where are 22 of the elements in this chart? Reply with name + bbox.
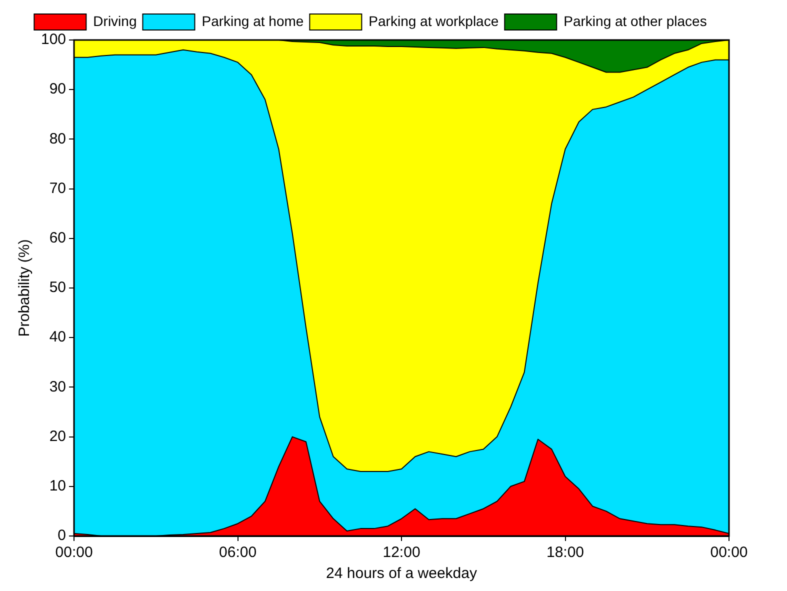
y-tick-label: 90 xyxy=(49,80,66,98)
y-tick-label: 20 xyxy=(49,428,66,445)
x-tick-label: 00:00 xyxy=(55,544,93,562)
y-tick-label: 80 xyxy=(49,130,66,148)
y-axis-title: Probability (%) xyxy=(16,239,34,337)
x-tick-label: 12:00 xyxy=(382,544,420,562)
x-axis-title: 24 hours of a weekday xyxy=(326,565,478,582)
legend-label: Parking at home xyxy=(202,12,304,29)
x-tick-label: 00:00 xyxy=(710,544,748,562)
y-tick-label: 100 xyxy=(40,31,66,48)
y-tick-label: 0 xyxy=(58,527,66,544)
legend-label: Parking at other places xyxy=(564,12,707,29)
y-tick-label: 10 xyxy=(49,478,66,495)
y-tick-label: 40 xyxy=(49,328,66,346)
x-tick-label: 18:00 xyxy=(546,544,584,562)
legend-label: Parking at workplace xyxy=(368,12,499,29)
y-tick-label: 70 xyxy=(49,180,66,197)
legend-label: Driving xyxy=(93,12,137,29)
y-tick-label: 30 xyxy=(49,378,66,396)
y-tick-label: 50 xyxy=(49,279,66,296)
y-tick-label: 60 xyxy=(49,230,66,247)
x-tick-label: 06:00 xyxy=(218,544,257,562)
